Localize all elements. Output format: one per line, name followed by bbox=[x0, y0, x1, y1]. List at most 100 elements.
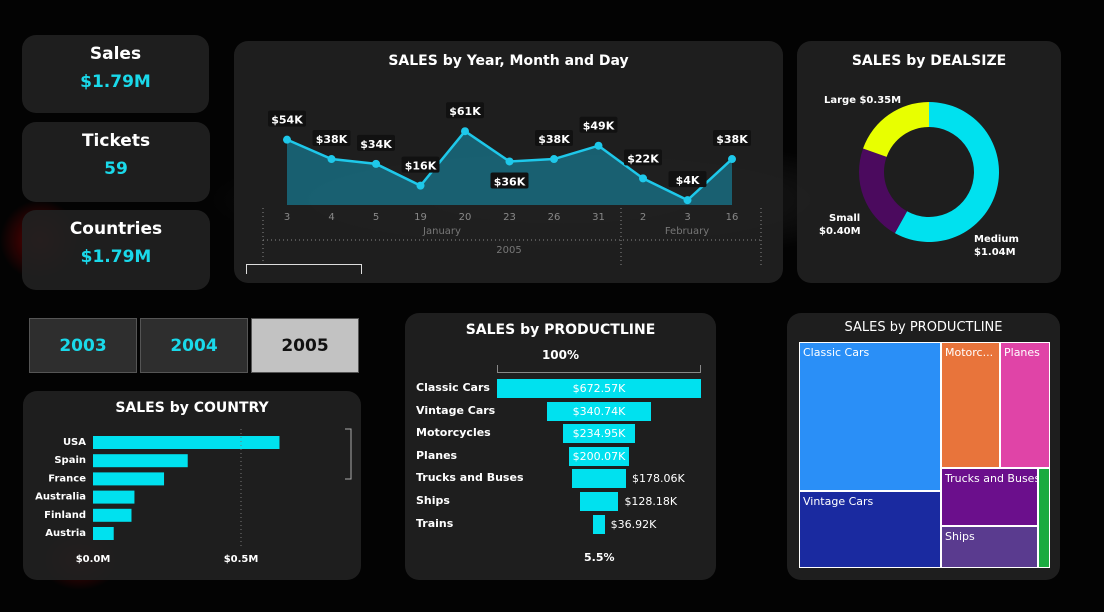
donut-label-medium: Medium bbox=[974, 234, 1019, 245]
country-bar bbox=[93, 436, 280, 449]
treemap-cell-classic-cars[interactable]: Classic Cars bbox=[799, 342, 941, 491]
donut-slice-medium bbox=[894, 102, 999, 242]
month-label: February bbox=[665, 226, 709, 237]
data-label: $38K bbox=[538, 133, 570, 146]
funnel-bar[interactable]: $200.07K bbox=[568, 446, 630, 466]
country-bar bbox=[93, 527, 114, 540]
funnel-value: $128.18K bbox=[624, 495, 678, 508]
country-label: France bbox=[48, 473, 86, 484]
x-tick-label: 16 bbox=[726, 212, 739, 223]
treemap-cell-trains[interactable] bbox=[1038, 468, 1050, 568]
funnel-bar[interactable] bbox=[571, 469, 626, 489]
data-label: $38K bbox=[716, 133, 748, 146]
data-point bbox=[594, 141, 603, 150]
kpi-sales: Sales $1.79M bbox=[22, 35, 209, 113]
treemap-cell-vintage-cars[interactable]: Vintage Cars bbox=[799, 491, 941, 568]
data-label-bg bbox=[312, 130, 351, 147]
data-label-bg bbox=[268, 110, 306, 127]
data-label: $36K bbox=[494, 175, 526, 188]
data-label-bg bbox=[446, 102, 484, 119]
scroll-handle[interactable] bbox=[246, 264, 362, 274]
data-label: $34K bbox=[360, 138, 392, 151]
data-label: $61K bbox=[449, 105, 481, 118]
funnel-label: Vintage Cars bbox=[416, 403, 496, 417]
country-bar bbox=[93, 490, 135, 504]
x-tick-label: 26 bbox=[548, 212, 561, 223]
data-label: $4K bbox=[676, 174, 700, 187]
funnel-bar[interactable] bbox=[593, 514, 605, 534]
kpi-tickets: Tickets 59 bbox=[22, 122, 210, 202]
country-label: Australia bbox=[35, 492, 86, 503]
country-label: Spain bbox=[54, 455, 86, 466]
year-button-2003[interactable]: 2003 bbox=[29, 318, 137, 373]
funnel-label: Trains bbox=[416, 516, 454, 530]
donut-slice-small bbox=[859, 148, 908, 234]
data-point bbox=[550, 155, 558, 164]
x-tick-label: 20 bbox=[459, 212, 472, 223]
kpi-label: Tickets bbox=[81, 131, 151, 151]
month-label: January bbox=[422, 226, 461, 237]
scroll-bracket bbox=[345, 428, 352, 480]
treemap-cell-motorcycles[interactable]: Motorc... bbox=[941, 342, 1000, 468]
funnel-bar[interactable]: $340.74K bbox=[547, 401, 651, 421]
data-label: $16K bbox=[405, 160, 437, 173]
data-label-bg bbox=[579, 116, 618, 133]
data-point bbox=[283, 135, 291, 144]
x-tick-label: 2 bbox=[640, 212, 646, 223]
data-label-bg bbox=[401, 156, 440, 173]
chart-title: SALES by COUNTRY bbox=[115, 400, 269, 416]
year-button-2005[interactable]: 2005 bbox=[251, 318, 359, 373]
data-point bbox=[505, 157, 514, 166]
donut-label-large: Large $0.35M bbox=[824, 95, 901, 106]
data-label: $38K bbox=[316, 133, 348, 146]
kpi-value: $1.79M bbox=[80, 72, 151, 92]
x-tick-label: 31 bbox=[592, 212, 605, 223]
funnel-label: Motorcycles bbox=[416, 426, 491, 440]
treemap-cell-planes[interactable]: Planes bbox=[1000, 342, 1050, 468]
data-label-bg bbox=[713, 130, 751, 147]
country-bar-chart[interactable]: USA Spain France Australia Finland Austria $0.… bbox=[23, 391, 361, 580]
data-point bbox=[372, 159, 380, 168]
funnel-bar[interactable]: $234.95K bbox=[563, 424, 635, 444]
funnel-value: $178.06K bbox=[632, 472, 685, 486]
data-label-bg bbox=[357, 134, 395, 151]
data-point bbox=[683, 196, 692, 205]
funnel-bracket bbox=[497, 365, 701, 373]
kpi-label: Countries bbox=[69, 219, 163, 239]
data-point bbox=[728, 155, 736, 164]
kpi-value: 59 bbox=[104, 159, 128, 179]
funnel-label: Planes bbox=[416, 448, 458, 462]
funnel-label: Ships bbox=[416, 494, 450, 507]
data-point bbox=[416, 181, 425, 190]
year-label: 2005 bbox=[496, 245, 521, 256]
treemap-cell-trucks-and-buses[interactable]: Trucks and Buses bbox=[941, 468, 1038, 526]
data-point bbox=[461, 127, 469, 136]
country-label: Austria bbox=[45, 528, 86, 539]
year-button-2004[interactable]: 2004 bbox=[140, 318, 248, 373]
treemap-card: SALES by PRODUCTLINE Classic Cars Vintage… bbox=[787, 313, 1060, 580]
chart-title: SALES by PRODUCTLINE bbox=[465, 322, 656, 338]
country-bar bbox=[93, 454, 188, 468]
treemap-cell-ships[interactable]: Ships bbox=[941, 526, 1038, 568]
x-tick-label: 19 bbox=[414, 212, 427, 223]
x-tick-label: 4 bbox=[328, 212, 334, 223]
kpi-countries: Countries $1.79M bbox=[22, 210, 210, 290]
funnel-bar[interactable] bbox=[579, 492, 619, 511]
data-label: $49K bbox=[583, 120, 615, 133]
line-chart[interactable]: $54K3$38K4$34K5$16K19$61K20$36K23$38K26$… bbox=[234, 41, 783, 283]
donut-label-small: Small bbox=[829, 213, 860, 224]
data-label: $54K bbox=[271, 114, 303, 127]
funnel-label: Trucks and Buses bbox=[416, 471, 524, 485]
x-tick-label: 3 bbox=[284, 212, 290, 223]
funnel-card: SALES by PRODUCTLINE 100% Classic Cars $6… bbox=[405, 313, 716, 580]
data-label-bg bbox=[624, 149, 662, 166]
data-label-bg bbox=[668, 171, 707, 188]
data-point bbox=[639, 174, 647, 183]
area-fill bbox=[287, 131, 732, 205]
donut-chart[interactable]: Medium $1.04M Small $0.40M Large $0.35M bbox=[797, 41, 1061, 283]
chart-title: SALES by PRODUCTLINE bbox=[844, 320, 1003, 335]
country-label: USA bbox=[63, 437, 86, 448]
funnel-bar[interactable]: $672.57K bbox=[497, 379, 701, 398]
donut-label-medium-value: $1.04M bbox=[974, 247, 1016, 258]
funnel-value: $36.92K bbox=[610, 517, 657, 531]
